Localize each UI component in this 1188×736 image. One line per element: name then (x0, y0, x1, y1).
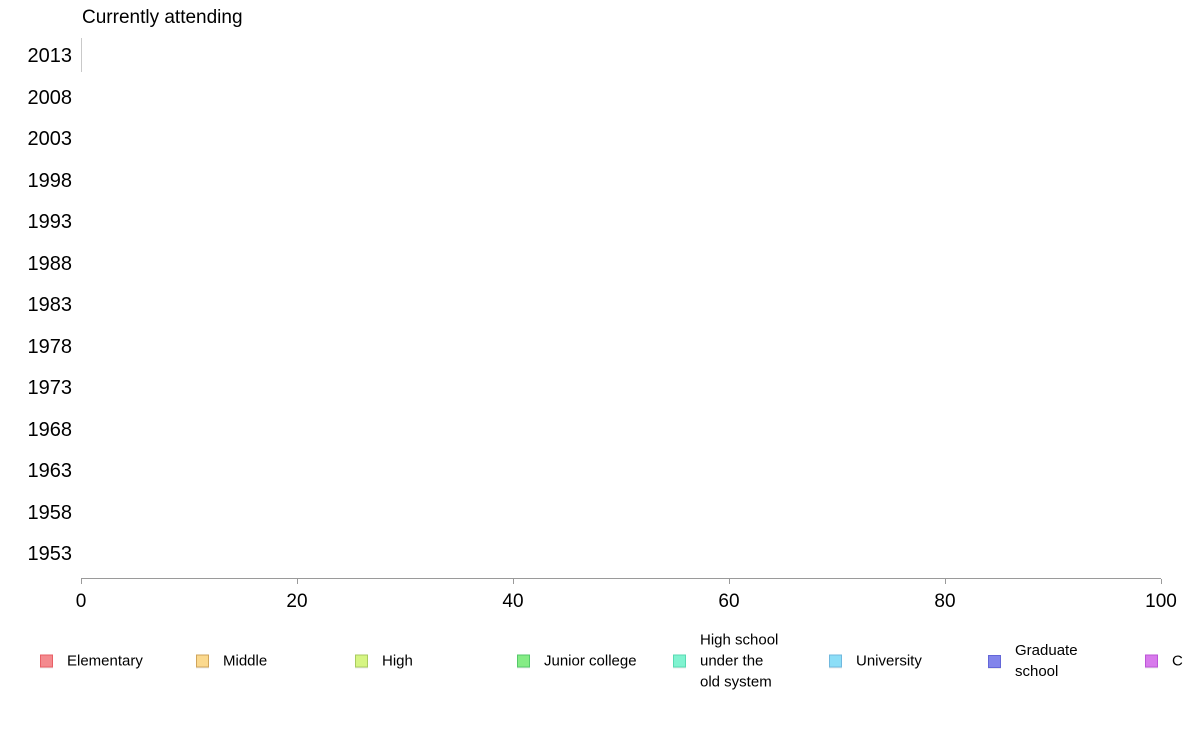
x-tick-mark (81, 579, 82, 584)
legend-swatch-icon (517, 654, 530, 668)
legend-label: Middle (223, 652, 268, 670)
legend-label: High school under the old system (700, 631, 779, 691)
legend-item[interactable]: Elementary (40, 651, 143, 672)
y-tick-label: 1978 (27, 335, 73, 358)
x-tick-label: 0 (75, 591, 87, 612)
y-tick-label: 1993 (27, 211, 73, 233)
y-tick-label: 1988 (27, 252, 73, 275)
y-tick-label: 2003 (27, 128, 73, 150)
y-axis-line (81, 38, 82, 72)
x-tick-mark (729, 579, 730, 584)
legend-label: University (856, 652, 922, 670)
legend-item[interactable]: Junior college (517, 651, 637, 672)
x-tick-label: 20 (286, 591, 308, 612)
x-tick-label: 80 (934, 591, 956, 612)
x-tick-mark (297, 579, 298, 584)
legend-label: High (382, 652, 413, 670)
legend-item[interactable]: Graduate school (988, 640, 1078, 682)
y-tick-label: 1983 (27, 294, 73, 316)
legend-label: Junior college (544, 652, 637, 670)
legend-swatch-icon (1145, 654, 1158, 668)
legend-swatch-icon (196, 654, 209, 668)
x-tick-mark (1161, 579, 1162, 584)
legend-item[interactable]: High school under the old system (673, 630, 778, 693)
chart-title: Currently attending (82, 7, 243, 28)
legend-item[interactable]: High (355, 651, 413, 672)
legend-swatch-icon (355, 654, 368, 668)
legend-label: Graduate school (1015, 642, 1078, 680)
x-tick-label: 100 (1145, 591, 1177, 612)
legend-swatch-icon (40, 654, 53, 668)
y-axis: 2013 2008 2003 1998 1993 1988 1983 1978 1973 1968… (0, 0, 73, 600)
x-tick-label: 60 (718, 591, 740, 612)
legend-item[interactable]: Middle (196, 651, 267, 672)
x-tick-mark (945, 579, 946, 584)
y-tick-label: 2013 (27, 45, 73, 67)
x-tick-mark (513, 579, 514, 584)
y-tick-label: 1963 (27, 460, 73, 482)
y-tick-label: 1953 (27, 543, 73, 565)
y-tick-label: 1998 (27, 169, 73, 192)
x-tick-label: 40 (502, 591, 524, 612)
y-tick-label: 2008 (27, 86, 73, 109)
y-tick-label: 1958 (27, 501, 73, 524)
legend-swatch-icon (988, 654, 1001, 668)
x-axis-line (81, 578, 1161, 579)
y-tick-label: 1968 (27, 418, 73, 441)
legend-swatch-icon (673, 654, 686, 668)
legend-item[interactable]: University (829, 651, 922, 672)
legend-label: C (1172, 652, 1183, 670)
legend-item[interactable]: C (1145, 651, 1183, 672)
legend-swatch-icon (829, 654, 842, 668)
y-tick-label: 1973 (27, 377, 73, 399)
legend-label: Elementary (67, 652, 143, 670)
